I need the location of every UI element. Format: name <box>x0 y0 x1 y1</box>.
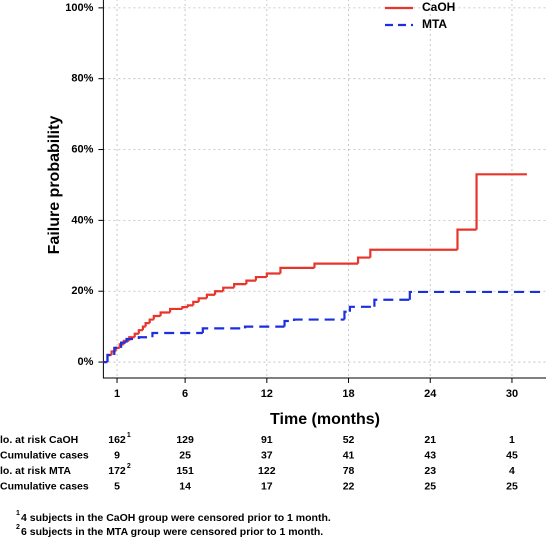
y-tick-label: 40% <box>71 214 93 226</box>
step-segment <box>265 272 281 278</box>
table-cell: 172 <box>108 465 126 477</box>
table-cell: 14 <box>179 480 191 492</box>
table-cell: 78 <box>343 465 355 477</box>
step-segment <box>475 173 527 230</box>
y-tick-label: 60% <box>71 143 93 155</box>
table-cell: 162 <box>108 434 126 446</box>
table-row-label: lo. at risk MTA <box>0 465 71 477</box>
step-segment <box>292 318 345 321</box>
table-cell: 1 <box>509 434 515 446</box>
table-cell: 22 <box>343 480 355 492</box>
x-axis-label: Time (months) <box>270 411 380 428</box>
step-segment <box>233 283 247 288</box>
step-segment <box>152 314 161 320</box>
table-row-label: Cumulative cases <box>0 449 89 461</box>
table-cell: 122 <box>258 465 276 477</box>
table-cell: 91 <box>261 434 273 446</box>
step-segment <box>144 321 150 327</box>
footnote-text: 6 subjects in the MTA group were censore… <box>21 526 323 538</box>
footnote-text: 4 subjects in the CaOH group were censor… <box>21 512 331 524</box>
step-segment <box>148 318 154 324</box>
table-row-label: Cumulative cases <box>0 480 89 492</box>
y-tick-label: 80% <box>71 73 93 85</box>
step-segment <box>159 311 171 317</box>
step-segment <box>133 332 139 338</box>
y-tick-label: 20% <box>71 285 93 297</box>
table-cell: 129 <box>176 434 194 446</box>
step-segment <box>186 304 194 308</box>
table-note-mark: 2 <box>127 463 131 470</box>
step-segment <box>137 329 143 334</box>
table-cell: 23 <box>424 465 436 477</box>
step-segment <box>245 279 256 285</box>
step-segment <box>343 310 350 320</box>
step-segment <box>213 290 224 295</box>
footnote-mark: 2 <box>16 524 20 531</box>
step-segment <box>243 325 285 329</box>
table-cell: 151 <box>176 465 194 477</box>
table-cell: 5 <box>114 480 120 492</box>
step-segment <box>356 256 371 264</box>
plot-frame <box>102 0 546 379</box>
table-cell: 9 <box>114 449 120 461</box>
step-segment <box>106 353 115 363</box>
step-segment <box>408 290 546 300</box>
series-line <box>103 173 527 364</box>
x-tick-label: 24 <box>424 388 437 400</box>
table-cell: 4 <box>509 465 515 477</box>
x-tick-label: 6 <box>182 388 188 400</box>
table-note-mark: 1 <box>127 432 131 439</box>
step-segment <box>181 306 188 309</box>
x-tick-label: 12 <box>261 388 273 400</box>
table-cell: 41 <box>343 449 355 461</box>
table-row-label: lo. at risk CaOH <box>0 434 78 446</box>
step-segment <box>373 298 410 307</box>
y-tick-label: 0% <box>77 356 93 368</box>
step-segment <box>192 300 199 306</box>
table-cell: 37 <box>261 449 273 461</box>
step-segment <box>125 337 139 343</box>
step-segment <box>137 336 153 340</box>
table-cell: 52 <box>343 434 355 446</box>
footnote-mark: 1 <box>16 510 20 517</box>
y-tick-label: 100% <box>65 2 93 14</box>
table-cell: 25 <box>424 480 436 492</box>
step-segment <box>113 346 122 355</box>
table-cell: 25 <box>506 480 518 492</box>
x-tick-label: 18 <box>342 388 354 400</box>
table-cell: 43 <box>424 449 436 461</box>
legend-label: MTA <box>422 17 447 31</box>
step-segment <box>151 331 203 338</box>
table-cell: 21 <box>424 434 436 446</box>
series-line <box>103 290 546 364</box>
table-cell: 25 <box>179 449 191 461</box>
legend-label: CaOH <box>422 0 455 14</box>
step-segment <box>169 307 183 313</box>
table-cell: 45 <box>506 449 518 461</box>
step-segment <box>369 248 458 258</box>
step-segment <box>279 266 315 274</box>
x-tick-label: 30 <box>506 388 518 400</box>
step-segment <box>201 327 246 334</box>
y-axis-label: Failure probability <box>46 116 63 255</box>
step-segment <box>205 293 216 299</box>
step-segment <box>348 305 375 312</box>
step-segment <box>254 275 267 281</box>
step-segment <box>197 297 207 302</box>
step-segment <box>118 343 124 348</box>
step-segment <box>456 228 477 250</box>
step-segment <box>313 262 359 268</box>
table-cell: 17 <box>261 480 273 492</box>
step-segment <box>283 319 295 327</box>
step-segment <box>120 341 127 348</box>
x-tick-label: 1 <box>114 388 120 400</box>
step-segment <box>222 286 235 292</box>
